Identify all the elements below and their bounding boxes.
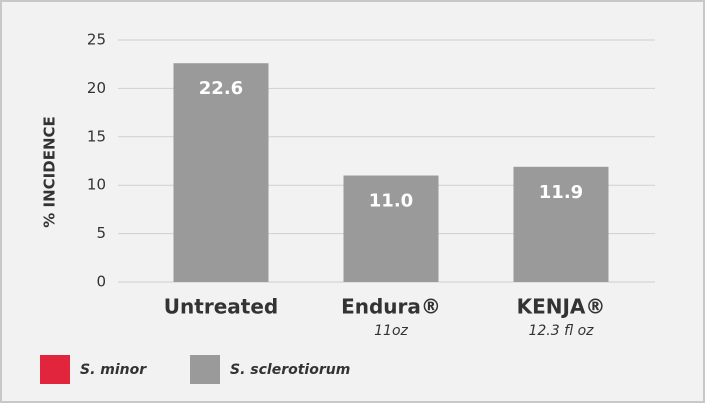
bar (513, 166, 609, 282)
legend-swatch (40, 355, 70, 384)
y-tick-label: 25 (87, 31, 106, 49)
legend-label: S. minor (80, 362, 147, 378)
y-tick-label: 0 (96, 273, 106, 291)
category-note: 12.3 fl oz (528, 323, 594, 339)
data-label: 11.0 (369, 191, 413, 212)
category-note: 11oz (374, 323, 408, 339)
legend-label: S. sclerotiorum (230, 362, 350, 378)
y-tick-label: 20 (87, 79, 106, 97)
y-axis-label: % INCIDENCE (41, 116, 59, 227)
legend-swatch (190, 355, 220, 384)
data-label: 11.9 (539, 182, 583, 203)
x-tick-label: Endura® (341, 295, 441, 319)
bar (173, 63, 269, 283)
x-tick-label: KENJA® (517, 295, 606, 319)
x-tick-label: Untreated (164, 295, 278, 319)
y-tick-label: 10 (87, 176, 106, 194)
y-tick-label: 5 (96, 224, 106, 242)
bar (343, 175, 439, 282)
data-label: 22.6 (199, 78, 243, 99)
y-tick-label: 15 (87, 127, 106, 145)
